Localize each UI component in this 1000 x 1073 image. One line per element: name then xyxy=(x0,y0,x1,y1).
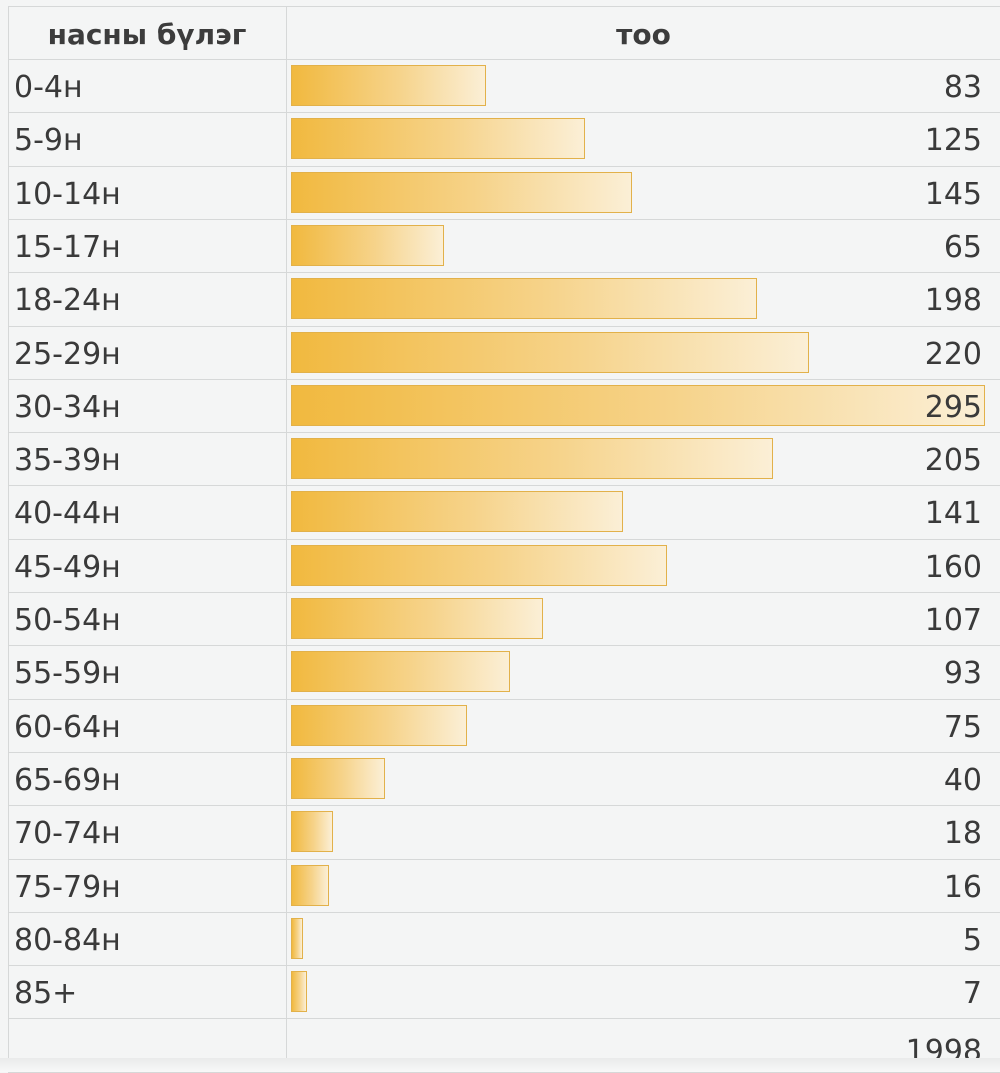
row-divider xyxy=(8,539,1000,540)
count-bar xyxy=(291,651,510,693)
row-divider xyxy=(8,6,1000,7)
age-group-label: 0-4н xyxy=(14,70,83,105)
column-divider xyxy=(8,6,9,1060)
count-value: 93 xyxy=(943,656,982,692)
count-value: 160 xyxy=(924,549,982,585)
count-bar xyxy=(291,331,809,373)
row-divider xyxy=(8,219,1000,220)
count-value: 125 xyxy=(924,123,982,159)
age-group-label: 5-9н xyxy=(14,123,83,159)
count-value: 5 xyxy=(962,922,982,958)
count-bar xyxy=(291,384,985,426)
count-bar xyxy=(291,704,468,746)
age-group-label: 15-17н xyxy=(14,229,121,265)
count-value: 83 xyxy=(943,70,982,105)
age-group-label: 80-84н xyxy=(14,922,121,958)
count-value: 18 xyxy=(943,816,982,852)
age-group-label: 45-49н xyxy=(14,549,121,585)
row-divider xyxy=(8,592,1000,593)
age-group-label: 70-74н xyxy=(14,816,121,852)
count-value: 65 xyxy=(943,229,982,265)
scroll-strip xyxy=(0,1058,1000,1072)
row-divider xyxy=(8,326,1000,327)
age-group-label: 85+ xyxy=(14,976,78,1012)
count-bar xyxy=(291,917,303,959)
row-divider xyxy=(8,59,1000,60)
row-divider xyxy=(8,752,1000,753)
row-divider xyxy=(8,166,1000,167)
count-bar xyxy=(291,491,623,533)
count-bar xyxy=(291,757,386,799)
age-group-label: 55-59н xyxy=(14,656,121,692)
count-value: 75 xyxy=(943,709,982,745)
count-bar xyxy=(291,598,543,639)
count-bar xyxy=(291,438,774,480)
count-bar xyxy=(291,971,308,1013)
age-group-label: 60-64н xyxy=(14,709,121,745)
row-divider xyxy=(8,379,1000,380)
row-divider xyxy=(8,272,1000,273)
count-value: 40 xyxy=(943,762,982,798)
count-bar xyxy=(291,811,334,853)
column-header-age-group: насны бүлэг xyxy=(47,18,247,51)
count-value: 141 xyxy=(924,496,982,532)
count-bar xyxy=(291,224,444,266)
count-value: 295 xyxy=(924,389,982,425)
age-group-label: 40-44н xyxy=(14,496,121,532)
count-value: 198 xyxy=(924,283,982,319)
count-value: 107 xyxy=(924,603,982,638)
count-value: 220 xyxy=(924,336,982,372)
count-bar xyxy=(291,65,487,106)
row-divider xyxy=(8,485,1000,486)
row-divider xyxy=(8,805,1000,806)
age-group-label: 10-14н xyxy=(14,176,121,212)
age-group-label: 65-69н xyxy=(14,762,121,798)
age-group-label: 35-39н xyxy=(14,443,121,479)
count-bar xyxy=(291,278,757,320)
count-value: 205 xyxy=(924,443,982,479)
row-divider xyxy=(8,1018,1000,1019)
column-divider xyxy=(286,6,287,1060)
column-header-count: тоо xyxy=(616,18,671,51)
count-bar xyxy=(291,864,329,906)
row-divider xyxy=(8,859,1000,860)
row-divider xyxy=(8,699,1000,700)
age-group-label: 18-24н xyxy=(14,283,121,319)
count-value: 16 xyxy=(943,869,982,905)
row-divider xyxy=(8,965,1000,966)
count-value: 145 xyxy=(924,176,982,212)
age-group-label: 25-29н xyxy=(14,336,121,372)
row-divider xyxy=(8,432,1000,433)
age-group-label: 30-34н xyxy=(14,389,121,425)
count-bar xyxy=(291,544,668,586)
age-group-label: 50-54н xyxy=(14,603,121,638)
count-value: 7 xyxy=(962,976,982,1012)
count-bar xyxy=(291,118,586,160)
row-divider xyxy=(8,912,1000,913)
row-divider xyxy=(8,645,1000,646)
count-bar xyxy=(291,171,633,213)
row-divider xyxy=(8,112,1000,113)
age-group-label: 75-79н xyxy=(14,869,121,905)
